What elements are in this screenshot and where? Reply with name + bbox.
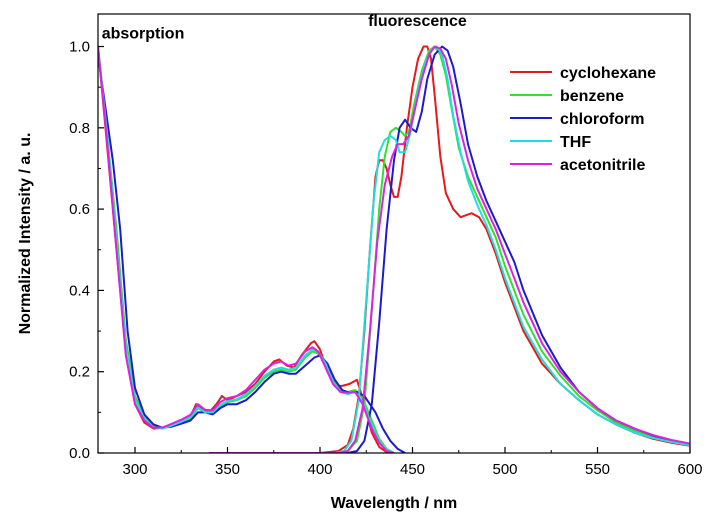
y-tick-label: 0.4 (69, 282, 90, 299)
annotation-absorption: absorption (102, 25, 185, 42)
y-tick-label: 1.0 (69, 39, 90, 56)
x-tick-label: 400 (307, 461, 332, 478)
legend-label-THF: THF (560, 134, 591, 151)
series-acetonitrile-fluorescence-line (209, 45, 690, 453)
curves-layer (98, 45, 690, 453)
annotation-fluorescence: fluorescence (368, 13, 467, 30)
series-acetonitrile-absorption-line (98, 46, 395, 453)
plot-frame (97, 13, 691, 454)
y-axis: 0.0 0.2 0.4 0.6 0.8 1.0 (69, 39, 104, 462)
y-tick-label: 0.8 (69, 120, 90, 137)
series-THF-fluorescence-line (209, 45, 690, 453)
series-benzene-fluorescence-line (209, 45, 690, 453)
legend-label-benzene: benzene (560, 88, 624, 105)
x-tick-label: 350 (215, 461, 240, 478)
x-axis-title: Wavelength / nm (331, 495, 458, 512)
x-axis: 300 350 400 450 500 550 600 (122, 447, 703, 478)
legend-label-acetonitrile: acetonitrile (560, 157, 645, 174)
x-tick-label: 600 (677, 461, 702, 478)
legend-label-chloroform: chloroform (560, 111, 644, 128)
y-tick-label: 0.6 (69, 201, 90, 218)
x-tick-label: 550 (585, 461, 610, 478)
legend: cyclohexane benzene chloroform THF acetonitr… (510, 65, 656, 174)
x-tick-label: 500 (492, 461, 517, 478)
x-tick-label: 300 (122, 461, 147, 478)
legend-label-cyclohexane: cyclohexane (560, 65, 656, 82)
series-cyclohexane-fluorescence-line (209, 45, 690, 453)
y-tick-label: 0.2 (69, 364, 90, 381)
y-axis-title: Normalized Intensity / a. u. (17, 133, 34, 335)
y-tick-label: 0.0 (69, 445, 90, 462)
x-tick-label: 450 (400, 461, 425, 478)
series-chloroform-fluorescence-line (209, 45, 690, 453)
